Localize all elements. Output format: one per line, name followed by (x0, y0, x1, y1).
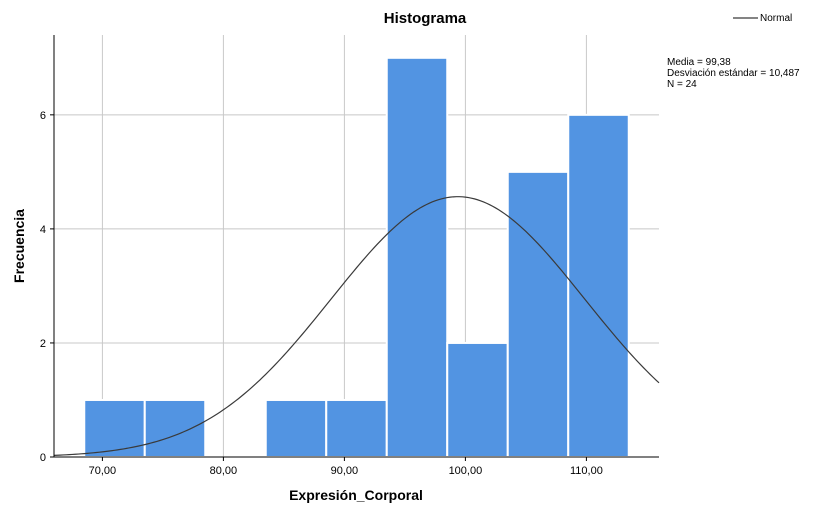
x-axis-ticks: 70,00 80,00 90,00 100,00 110,00 (89, 457, 603, 477)
histogram-bar (83, 398, 146, 458)
y-tick-label: 4 (40, 224, 46, 236)
x-axis-title: Expresión_Corporal (289, 487, 423, 503)
histogram-bar (264, 398, 328, 458)
legend: Normal (733, 13, 792, 24)
stats-box: Media = 99,38 Desviación estándar = 10,4… (667, 57, 800, 90)
histogram-bar (143, 398, 207, 458)
x-tick-label: 80,00 (210, 465, 238, 477)
x-tick-label: 70,00 (89, 465, 117, 477)
normal-curve (53, 196, 660, 456)
stats-n: N = 24 (667, 79, 697, 90)
legend-normal-label: Normal (760, 13, 792, 24)
y-axis-ticks: 0 2 4 6 (40, 110, 54, 464)
histogram-bar (506, 170, 570, 458)
stats-mean: Media = 99,38 (667, 57, 731, 68)
histogram-bars (83, 56, 630, 459)
x-tick-label: 110,00 (570, 465, 603, 477)
histogram-bar (385, 56, 449, 458)
histogram-bar (567, 113, 630, 459)
histogram-bar (446, 341, 509, 459)
y-axis-title: Frecuencia (11, 209, 27, 283)
y-tick-label: 0 (40, 452, 46, 464)
chart-title: Histograma (384, 10, 467, 27)
y-tick-label: 2 (40, 338, 46, 350)
x-tick-label: 90,00 (331, 465, 359, 477)
y-tick-label: 6 (40, 110, 46, 122)
x-tick-label: 100,00 (449, 465, 483, 477)
histogram-bar (325, 398, 388, 458)
stats-sd: Desviación estándar = 10,487 (667, 68, 800, 79)
